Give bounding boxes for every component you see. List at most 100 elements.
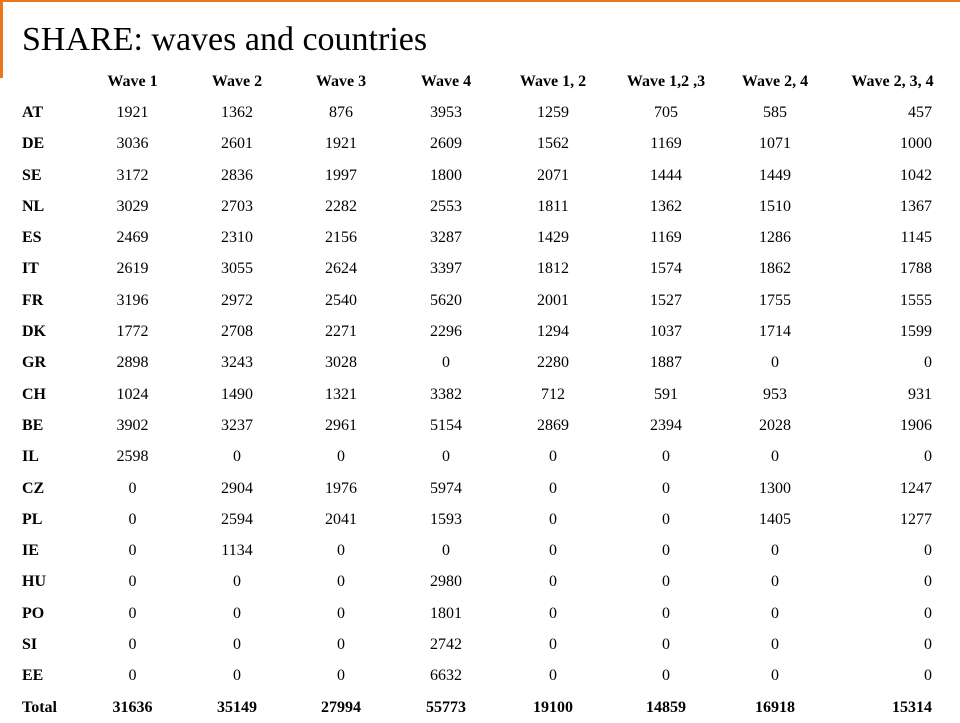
value-cell: 0 (337, 604, 345, 622)
value-cell: 3243 (221, 354, 253, 372)
value-cell: 1574 (650, 260, 682, 278)
value-cell: 1300 (759, 479, 791, 497)
table-row: ES 2469 2310 2156 3287 1429 1169 1286 1145 (8, 222, 960, 253)
table-row: SE 3172 2836 1997 1800 2071 1444 1449 1042 (8, 160, 960, 191)
country-code: EE (22, 667, 44, 685)
total-value-cell: 15314 (892, 698, 932, 716)
value-cell: 1294 (537, 323, 569, 341)
table-row: DK 1772 2708 2271 2296 1294 1037 1714 1599 (8, 316, 960, 347)
value-cell: 3237 (221, 416, 253, 434)
value-cell: 0 (771, 667, 779, 685)
value-cell: 1755 (759, 291, 791, 309)
value-cell: 0 (233, 448, 241, 466)
table-row: FR 3196 2972 2540 5620 2001 1527 1755 1555 (8, 285, 960, 316)
value-cell: 0 (549, 479, 557, 497)
total-value-cell: 55773 (426, 698, 466, 716)
table-row: CZ 0 2904 1976 5974 0 0 1300 1247 (8, 473, 960, 504)
country-code: HU (22, 573, 46, 591)
value-cell: 1405 (759, 510, 791, 528)
column-header: Wave 1, 2 (519, 72, 587, 90)
total-value-cell: 35149 (217, 698, 257, 716)
country-code: CZ (22, 479, 45, 497)
value-cell: 0 (771, 542, 779, 560)
value-cell: 0 (233, 635, 241, 653)
column-header: Wave 3 (315, 72, 367, 90)
value-cell: 1367 (900, 197, 932, 215)
value-cell: 0 (662, 542, 670, 560)
value-cell: 0 (128, 479, 137, 497)
value-cell: 0 (662, 448, 670, 466)
value-cell: 585 (763, 103, 787, 121)
value-cell: 0 (771, 448, 779, 466)
column-header: Wave 1 (107, 72, 158, 90)
value-cell: 1887 (650, 354, 682, 372)
value-cell: 3397 (430, 260, 462, 278)
value-cell: 2869 (537, 416, 569, 434)
value-cell: 1169 (650, 135, 682, 153)
country-code: FR (22, 291, 44, 309)
value-cell: 0 (442, 448, 450, 466)
value-cell: 0 (924, 448, 932, 466)
value-cell: 2280 (537, 354, 569, 372)
value-cell: 931 (908, 385, 932, 403)
value-cell: 3172 (116, 166, 149, 184)
table-row: DE 3036 2601 1921 2609 1562 1169 1071 1000 (8, 129, 960, 160)
value-cell: 3902 (116, 416, 149, 434)
value-cell: 1906 (900, 416, 932, 434)
value-cell: 0 (549, 604, 557, 622)
value-cell: 1801 (430, 604, 462, 622)
value-cell: 3287 (430, 229, 462, 247)
total-value-cell: 14859 (646, 698, 686, 716)
value-cell: 457 (908, 103, 932, 121)
value-cell: 0 (233, 604, 241, 622)
value-cell: 1000 (900, 135, 932, 153)
value-cell: 0 (662, 573, 670, 591)
value-cell: 0 (549, 635, 557, 653)
value-cell: 1527 (650, 291, 682, 309)
value-cell: 1429 (537, 229, 569, 247)
value-cell: 1169 (650, 229, 682, 247)
value-cell: 0 (771, 604, 779, 622)
value-cell: 0 (128, 604, 137, 622)
value-cell: 1599 (900, 323, 932, 341)
country-code: NL (22, 197, 45, 215)
country-code: SE (22, 166, 42, 184)
value-cell: 2071 (537, 166, 569, 184)
value-cell: 1362 (650, 197, 682, 215)
corner-cell (8, 66, 80, 97)
value-cell: 1024 (116, 385, 149, 403)
value-cell: 1812 (537, 260, 569, 278)
value-cell: 0 (442, 542, 450, 560)
value-cell: 1134 (221, 542, 253, 560)
header-row: Wave 1 Wave 2 Wave 3 Wave 4 Wave 1, 2 Wa… (8, 66, 960, 97)
table-row: GR 2898 3243 3028 0 2280 1887 0 0 (8, 348, 960, 379)
value-cell: 0 (924, 542, 932, 560)
value-cell: 0 (549, 448, 557, 466)
value-cell: 2296 (430, 323, 462, 341)
country-code: PO (22, 604, 45, 622)
slide-title: SHARE: waves and countries (22, 21, 428, 58)
value-cell: 2271 (325, 323, 357, 341)
value-cell: 1862 (759, 260, 791, 278)
value-cell: 2041 (325, 510, 357, 528)
value-cell: 1071 (759, 135, 791, 153)
value-cell: 3029 (116, 197, 149, 215)
table-row: IL 2598 0 0 0 0 0 0 0 (8, 442, 960, 473)
value-cell: 0 (128, 635, 137, 653)
value-cell: 2980 (430, 573, 462, 591)
value-cell: 0 (128, 542, 137, 560)
value-cell: 3382 (430, 385, 462, 403)
value-cell: 2624 (325, 260, 357, 278)
value-cell: 2001 (537, 291, 569, 309)
country-code: DE (22, 135, 45, 153)
value-cell: 5620 (430, 291, 462, 309)
value-cell: 2469 (116, 229, 149, 247)
value-cell: 0 (549, 667, 557, 685)
value-cell: 0 (924, 667, 932, 685)
value-cell: 1788 (900, 260, 932, 278)
table-row: IE 0 1134 0 0 0 0 0 0 (8, 535, 960, 566)
table-row: PL 0 2594 2041 1593 0 0 1405 1277 (8, 504, 960, 535)
country-code: SI (22, 635, 38, 653)
value-cell: 1321 (325, 385, 357, 403)
total-label: Total (22, 698, 57, 716)
